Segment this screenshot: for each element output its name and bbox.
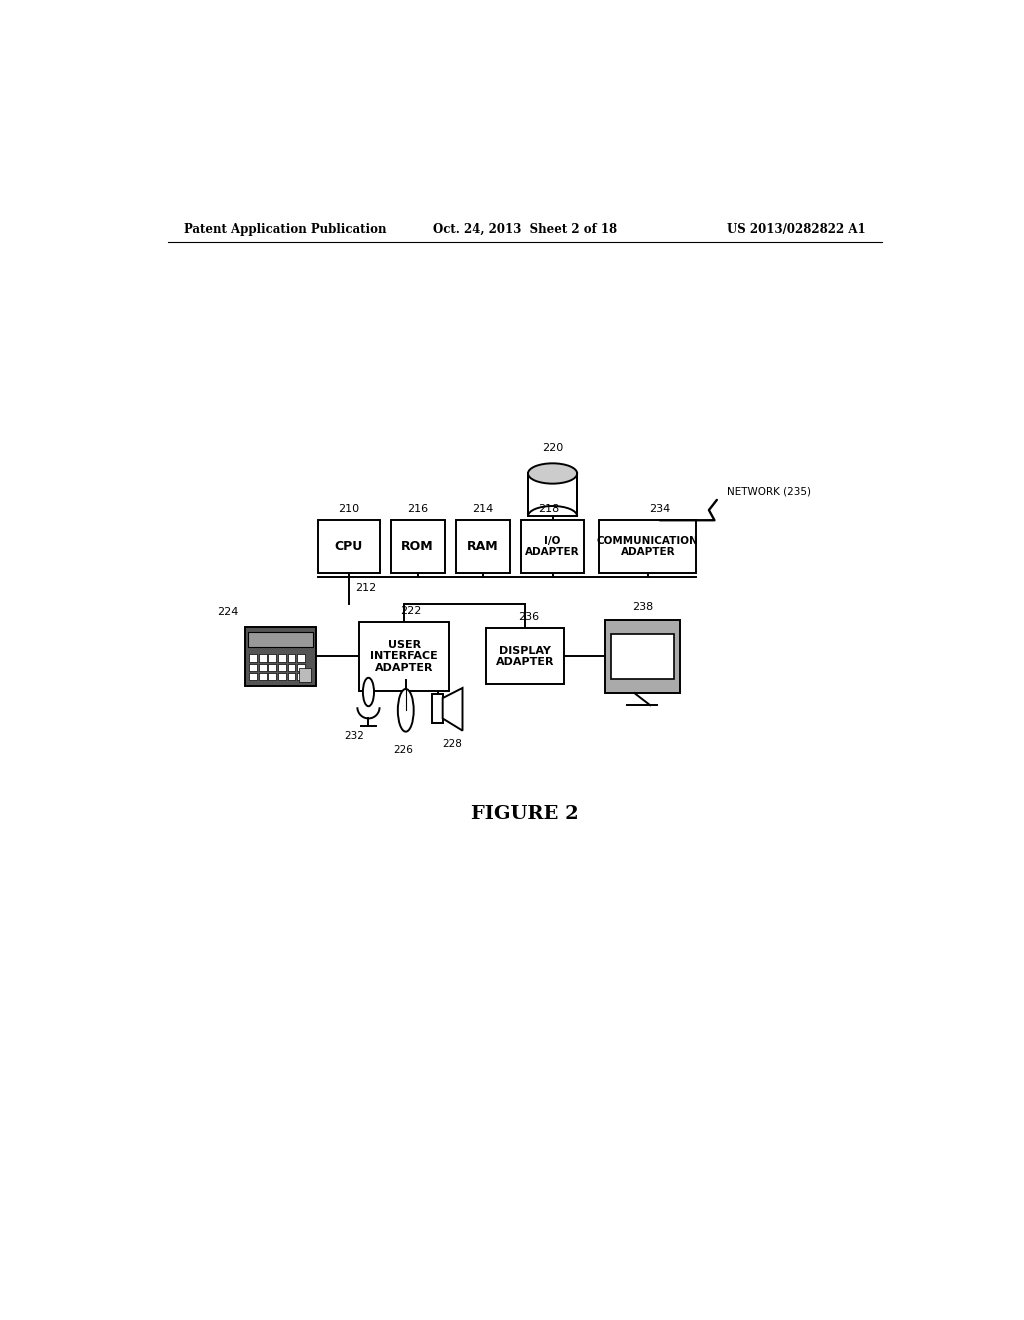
Bar [456,520,510,573]
Ellipse shape [397,689,414,731]
Bar [299,668,311,682]
Text: CPU: CPU [335,540,362,553]
Bar [611,634,674,678]
Bar [259,673,267,680]
Bar [288,664,296,671]
Bar [259,664,267,671]
Bar [521,520,585,573]
Bar [248,632,313,647]
Polygon shape [442,688,463,731]
Bar [250,655,257,661]
Bar [268,664,276,671]
Bar [250,664,257,671]
Text: 228: 228 [441,739,462,748]
Text: ROM: ROM [401,540,434,553]
Bar [297,664,305,671]
Text: RAM: RAM [467,540,499,553]
Text: 212: 212 [355,583,376,594]
Text: 234: 234 [649,504,671,515]
Text: I/O
ADAPTER: I/O ADAPTER [525,536,580,557]
Bar [486,628,563,684]
Bar [278,664,286,671]
Text: 232: 232 [345,731,365,741]
Ellipse shape [528,463,578,483]
Bar [599,520,696,573]
Text: 224: 224 [217,607,239,616]
Text: 222: 222 [399,606,421,615]
Bar [250,673,257,680]
Bar [432,694,442,722]
Bar [297,673,305,680]
Text: Patent Application Publication: Patent Application Publication [183,223,386,236]
Text: 226: 226 [393,744,414,755]
Text: NETWORK (235): NETWORK (235) [727,487,811,496]
Text: US 2013/0282822 A1: US 2013/0282822 A1 [727,223,866,236]
Bar [528,474,578,516]
Bar [288,655,296,661]
Text: 236: 236 [518,612,540,623]
Bar [278,673,286,680]
Text: USER
INTERFACE
ADAPTER: USER INTERFACE ADAPTER [371,640,438,673]
Bar [268,655,276,661]
Bar [391,520,444,573]
Text: 238: 238 [632,602,653,611]
Text: 214: 214 [472,504,494,515]
Bar [259,655,267,661]
Bar [297,655,305,661]
Bar [245,627,316,686]
Text: COMMUNICATION
ADAPTER: COMMUNICATION ADAPTER [597,536,698,557]
Bar [288,673,296,680]
Bar [317,520,380,573]
Bar [268,673,276,680]
Bar [604,620,680,693]
Text: 218: 218 [538,504,559,515]
Ellipse shape [362,677,374,706]
Text: FIGURE 2: FIGURE 2 [471,805,579,822]
Text: 210: 210 [338,504,359,515]
Text: DISPLAY
ADAPTER: DISPLAY ADAPTER [496,645,554,667]
Text: 216: 216 [408,504,428,515]
Text: 220: 220 [542,444,563,453]
Bar [278,655,286,661]
Bar [359,622,450,690]
Text: Oct. 24, 2013  Sheet 2 of 18: Oct. 24, 2013 Sheet 2 of 18 [433,223,616,236]
